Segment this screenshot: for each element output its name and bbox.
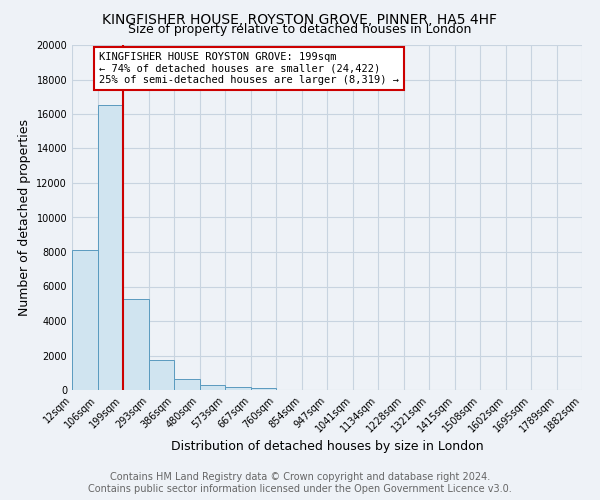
Bar <box>149 360 174 390</box>
Text: KINGFISHER HOUSE ROYSTON GROVE: 199sqm
← 74% of detached houses are smaller (24,: KINGFISHER HOUSE ROYSTON GROVE: 199sqm ←… <box>99 52 399 85</box>
Bar <box>225 388 251 390</box>
Bar <box>200 385 225 390</box>
Text: KINGFISHER HOUSE, ROYSTON GROVE, PINNER, HA5 4HF: KINGFISHER HOUSE, ROYSTON GROVE, PINNER,… <box>103 12 497 26</box>
Text: Size of property relative to detached houses in London: Size of property relative to detached ho… <box>128 22 472 36</box>
Bar <box>98 106 123 390</box>
Y-axis label: Number of detached properties: Number of detached properties <box>18 119 31 316</box>
Bar <box>174 379 200 390</box>
Text: Contains HM Land Registry data © Crown copyright and database right 2024.
Contai: Contains HM Land Registry data © Crown c… <box>88 472 512 494</box>
Bar <box>72 250 98 390</box>
X-axis label: Distribution of detached houses by size in London: Distribution of detached houses by size … <box>170 440 484 452</box>
Bar <box>251 388 276 390</box>
Bar <box>123 298 149 390</box>
